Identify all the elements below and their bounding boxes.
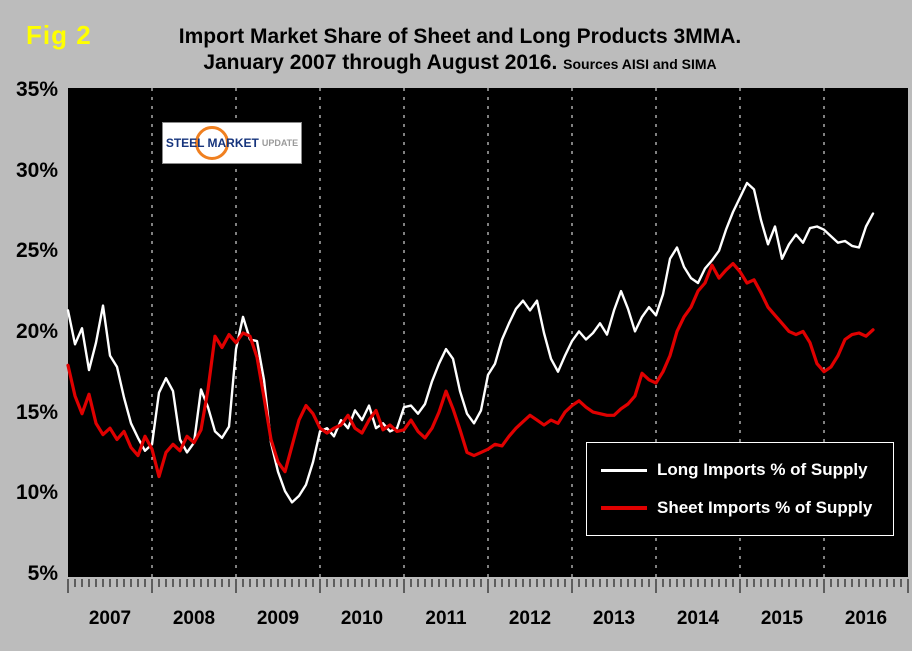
legend-label-sheet: Sheet Imports % of Supply — [657, 497, 873, 517]
figure-number-label: Fig 2 — [26, 20, 92, 50]
legend: Long Imports % of Supply Sheet Imports %… — [586, 442, 894, 536]
chart-title-line1: Import Market Share of Sheet and Long Pr… — [178, 25, 742, 48]
chart-title-line2: January 2007 through August 2016. Source… — [80, 50, 840, 76]
sheet-imports-line — [66, 262, 875, 479]
legend-item-long: Long Imports % of Supply — [601, 460, 879, 480]
logo-word-update: UPDATE — [261, 138, 299, 148]
logo-word-steel: STEEL — [165, 136, 205, 150]
chart-title-block: Import Market Share of Sheet and Long Pr… — [80, 24, 840, 77]
smu-logo: STEEL MARKET UPDATE — [162, 122, 302, 164]
long-imports-line — [66, 181, 875, 504]
logo-word-market: MARKET — [207, 136, 259, 150]
sheet-line-sample — [601, 505, 647, 510]
chart-title-dates: January 2007 through August 2016. — [203, 51, 558, 75]
legend-item-sheet: Sheet Imports % of Supply — [601, 498, 879, 518]
legend-label-long: Long Imports % of Supply — [657, 460, 868, 480]
chart-sources-note: Sources AISI and SIMA — [563, 56, 717, 73]
logo-ring-icon — [195, 126, 229, 160]
long-line-sample — [601, 468, 647, 472]
